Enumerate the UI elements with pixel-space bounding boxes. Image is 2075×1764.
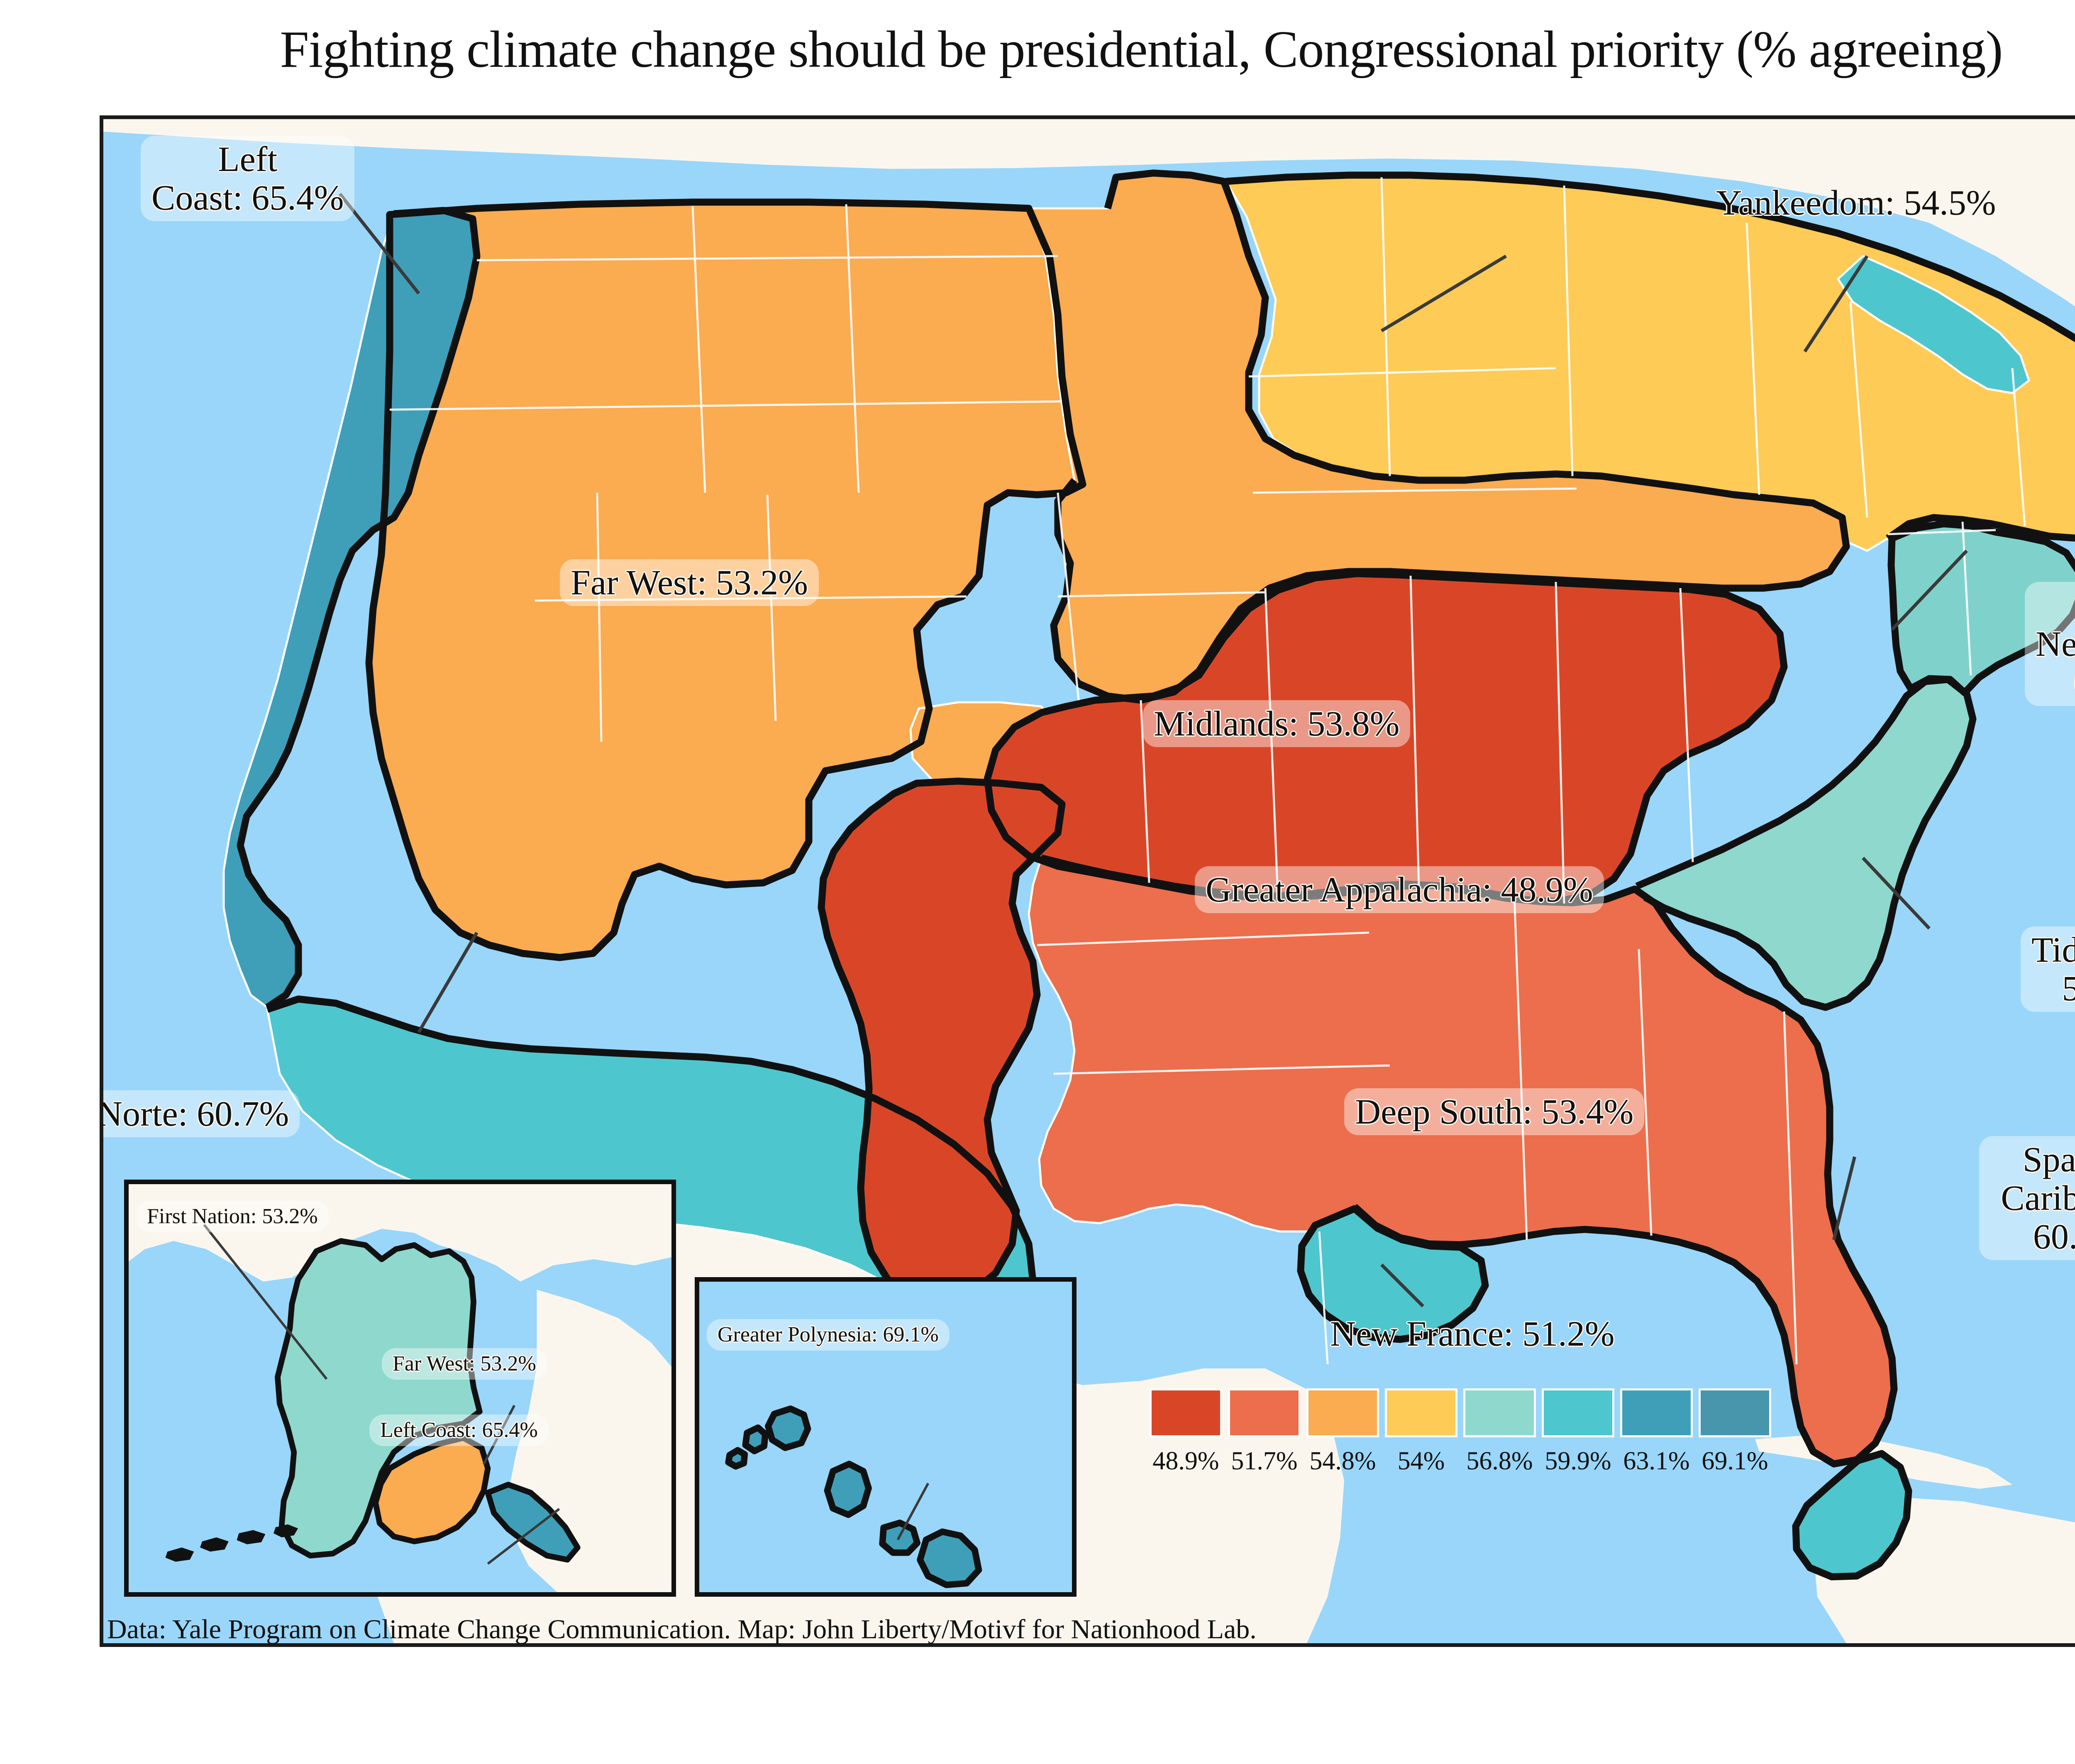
alaska-first-nation	[275, 1238, 483, 1559]
legend-swatch	[1385, 1388, 1457, 1437]
legend: 48.9% 51.7% 54.8% 54% 56.8% 59.9% 63.1% …	[1150, 1388, 1822, 1476]
outline-spanish-caribbean	[1792, 1450, 1912, 1581]
legend-label: 59.9%	[1545, 1447, 1611, 1475]
leader-new-netherland	[1891, 550, 1968, 631]
aleutian-islands	[165, 1524, 298, 1562]
map-geography	[103, 119, 2075, 1643]
hawaii-leader	[896, 1483, 930, 1541]
legend-label: 48.9%	[1152, 1447, 1219, 1475]
legend-label: 56.8%	[1466, 1447, 1533, 1475]
alaska-inset[interactable]: First Nation: 53.2% Far West: 53.2% Left…	[124, 1180, 676, 1597]
legend-label: 69.1%	[1702, 1447, 1768, 1475]
legend-swatch	[1620, 1388, 1693, 1437]
legend-label-row: 48.9% 51.7% 54.8% 54% 56.8% 59.9% 63.1% …	[1150, 1446, 1822, 1476]
region-new-france-north	[1836, 255, 2030, 394]
hawaii-inset[interactable]: Greater Polynesia: 69.1%	[695, 1277, 1077, 1597]
outline-far-west	[365, 198, 1086, 961]
legend-swatch	[1228, 1388, 1301, 1437]
leader-spanish-caribbean	[1832, 1156, 1856, 1240]
legend-swatch	[1542, 1388, 1614, 1437]
leader-new-france	[1380, 1263, 1424, 1307]
alaska-geography	[129, 1184, 671, 1592]
alaska-surrounding-land	[129, 1184, 671, 1282]
leader-lines	[338, 193, 1968, 1307]
credit-line: Data: Yale Program on Climate Change Com…	[107, 1614, 1257, 1644]
hawaii-geography	[699, 1282, 1072, 1592]
legend-label: 51.7%	[1231, 1447, 1298, 1475]
legend-swatch	[1306, 1388, 1379, 1437]
alaska-leaders	[203, 1224, 560, 1565]
alaska-left-coast	[485, 1481, 581, 1563]
legend-label: 54.8%	[1309, 1447, 1376, 1475]
outline-new-netherland	[1887, 520, 2075, 696]
leader-left-coast	[338, 193, 420, 295]
leader-yankeedom	[1380, 254, 1507, 332]
leader-el-norte	[417, 931, 478, 1033]
legend-label: 54%	[1397, 1447, 1445, 1475]
outline-tidewater	[1635, 676, 1977, 1011]
outline-left-coast	[237, 207, 481, 1011]
outline-deep-south	[1040, 854, 1898, 1468]
legend-swatch	[1463, 1388, 1536, 1437]
leader-yankeedom-2	[1803, 255, 1869, 353]
leader-tidewater	[1862, 857, 1931, 930]
hawaiian-islands	[725, 1405, 982, 1588]
outline-yankeedom	[1225, 171, 2075, 542]
outline-new-france-louisiana	[1297, 1205, 1489, 1343]
legend-swatch-row	[1150, 1388, 1822, 1437]
canada-landmass	[103, 119, 2075, 307]
legend-swatch	[1699, 1388, 1771, 1437]
legend-swatch	[1150, 1388, 1222, 1437]
page-title: Fighting climate change should be presid…	[280, 21, 2003, 78]
legend-label: 63.1%	[1623, 1447, 1690, 1475]
alaska-far-west	[373, 1435, 491, 1544]
